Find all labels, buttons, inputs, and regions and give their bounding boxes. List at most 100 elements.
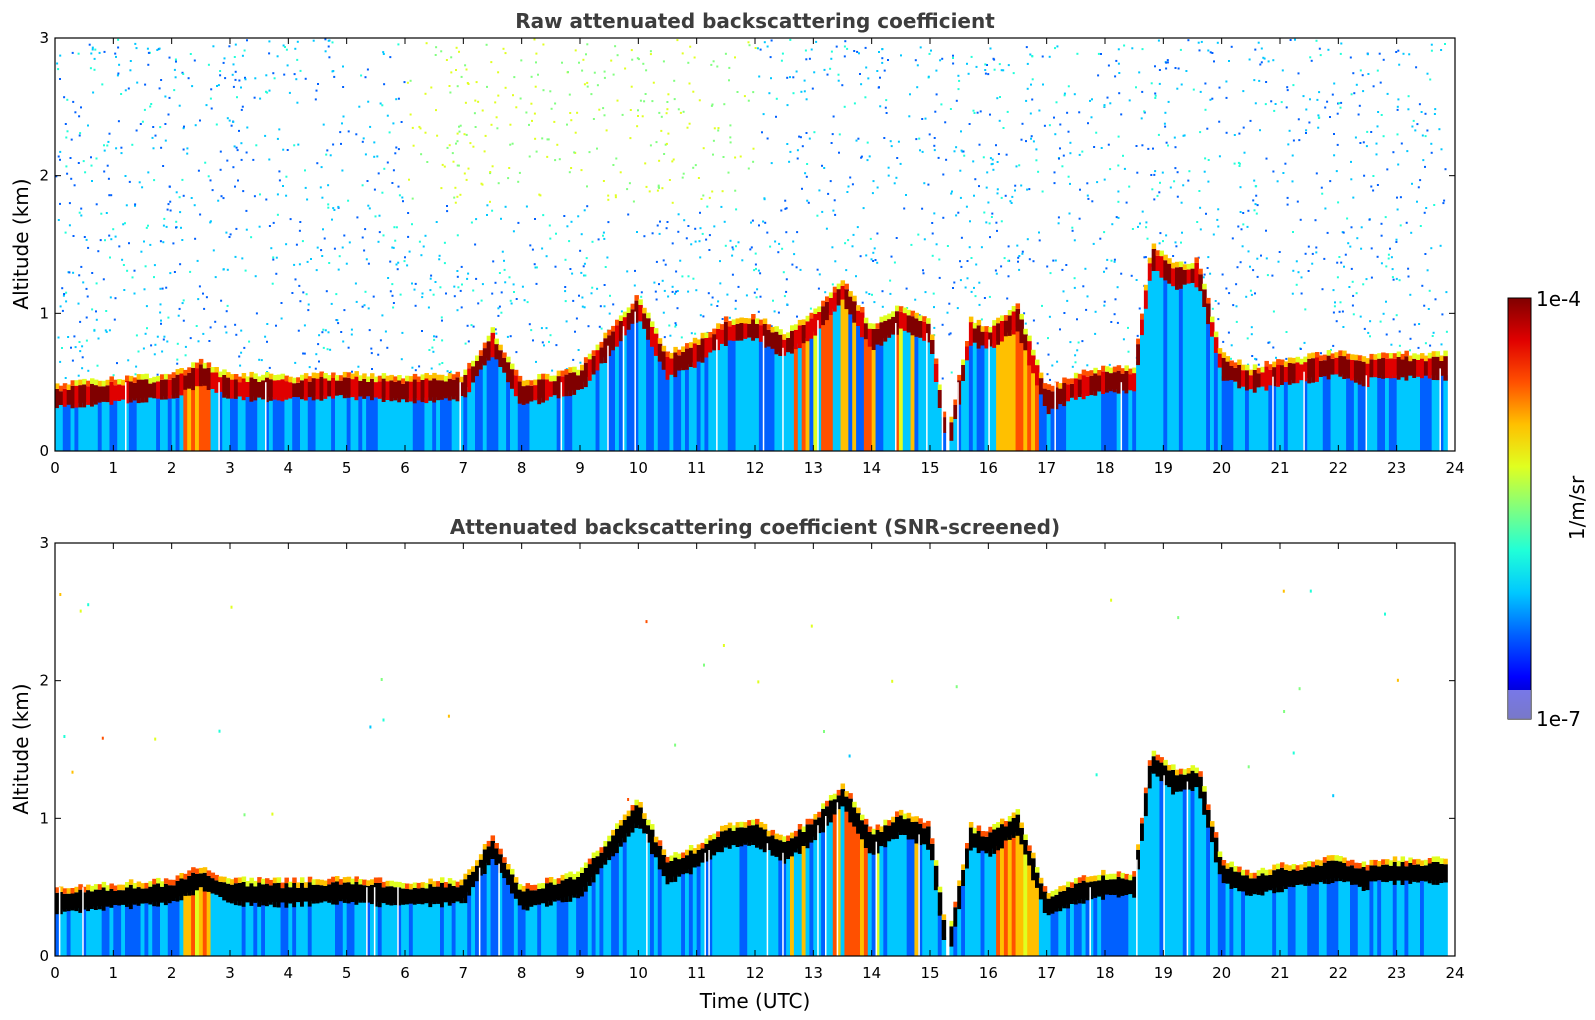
noise-speckle	[347, 346, 350, 349]
noise-speckle	[844, 40, 847, 43]
noise-speckle	[328, 262, 331, 264]
noise-speckle	[950, 371, 953, 374]
cloud-layer-band	[513, 882, 519, 899]
layer-fringe	[564, 369, 569, 375]
cloud-layer-band	[342, 377, 348, 399]
cloud-layer-band	[1346, 866, 1351, 882]
backscatter-column	[953, 923, 958, 956]
noise-speckle	[1150, 82, 1153, 85]
layer-fringe	[179, 873, 184, 879]
noise-speckle	[1103, 270, 1105, 273]
noise-speckle	[881, 48, 884, 51]
noise-speckle	[355, 133, 358, 136]
noise-speckle	[734, 56, 736, 59]
layer-fringe	[634, 799, 639, 806]
cloud-layer-band	[187, 372, 192, 389]
noise-speckle	[187, 77, 190, 80]
noise-speckle	[448, 372, 451, 374]
noise-speckle	[1402, 52, 1405, 55]
backscatter-column	[887, 840, 892, 956]
noise-speckle	[682, 110, 685, 113]
noise-speckle	[164, 123, 167, 125]
cloud-layer-band	[171, 885, 177, 901]
layer-fringe	[362, 373, 367, 379]
layer-fringe	[875, 323, 881, 329]
noise-speckle	[275, 324, 277, 327]
layer-fringe	[482, 342, 488, 349]
layer-fringe	[1338, 856, 1343, 862]
cloud-layer-band	[805, 824, 811, 849]
cloud-layer-band	[1132, 876, 1137, 898]
cloud-layer-band	[863, 323, 869, 340]
noise-speckle	[1247, 765, 1250, 769]
layer-fringe	[1046, 384, 1052, 390]
noise-speckle	[922, 272, 925, 275]
noise-speckle	[433, 335, 435, 338]
cloud-layer-band	[385, 381, 391, 400]
layer-fringe	[918, 315, 923, 321]
cloud-layer-band	[545, 379, 550, 401]
layer-fringe	[976, 825, 982, 831]
noise-speckle	[1048, 124, 1051, 127]
cloud-layer-band	[319, 377, 324, 401]
noise-speckle	[182, 73, 185, 75]
backscatter-column	[992, 848, 997, 956]
backscatter-column	[436, 397, 441, 451]
noise-speckle	[246, 126, 249, 129]
layer-fringe	[1023, 328, 1028, 335]
missing-data-streak	[817, 320, 819, 451]
noise-speckle	[1296, 200, 1299, 203]
layer-fringe	[1272, 864, 1277, 871]
noise-speckle	[1036, 342, 1039, 345]
layer-fringe	[1136, 844, 1141, 850]
layer-fringe	[1307, 861, 1312, 867]
backscatter-column	[782, 859, 787, 956]
layer-fringe	[1101, 365, 1106, 372]
cloud-layer-band	[1307, 358, 1312, 384]
cloud-layer-band	[583, 868, 589, 892]
backscatter-column	[832, 308, 838, 451]
noise-speckle	[177, 314, 180, 317]
noise-speckle	[1103, 231, 1106, 234]
noise-speckle	[870, 258, 873, 261]
noise-speckle	[599, 305, 602, 308]
noise-speckle	[1031, 98, 1034, 101]
noise-speckle	[694, 164, 697, 167]
cloud-layer-band	[214, 372, 219, 393]
backscatter-column	[1151, 771, 1157, 956]
noise-speckle	[995, 144, 997, 147]
backscatter-column	[78, 403, 83, 451]
backscatter-column	[397, 903, 402, 956]
cloud-layer-band	[420, 379, 426, 403]
backscatter-column	[517, 904, 523, 956]
cloud-layer-band	[436, 380, 441, 401]
noise-speckle	[1309, 56, 1312, 59]
cloud-layer-band	[1198, 776, 1203, 799]
noise-speckle	[265, 74, 268, 77]
noise-speckle	[1292, 139, 1295, 142]
noise-speckle	[534, 137, 537, 140]
layer-fringe	[537, 883, 542, 889]
noise-speckle	[1077, 341, 1080, 344]
noise-speckle	[189, 270, 192, 273]
layer-fringe	[1108, 873, 1114, 880]
noise-speckle	[1370, 247, 1373, 250]
layer-fringe	[307, 876, 313, 883]
cloud-layer-band	[587, 359, 593, 381]
backscatter-column	[525, 401, 531, 451]
noise-speckle	[688, 82, 691, 85]
layer-fringe	[545, 373, 550, 380]
noise-speckle	[1063, 92, 1066, 95]
layer-fringe	[615, 319, 620, 326]
noise-speckle	[1254, 292, 1256, 295]
noise-speckle	[449, 91, 452, 94]
noise-speckle	[278, 128, 281, 131]
noise-speckle	[1339, 52, 1342, 55]
noise-speckle	[861, 301, 864, 304]
noise-speckle	[1343, 265, 1345, 268]
noise-speckle	[333, 75, 336, 78]
backscatter-column	[1054, 405, 1059, 451]
noise-speckle	[69, 157, 72, 159]
layer-fringe	[230, 879, 235, 885]
cloud-layer-band	[1353, 868, 1359, 885]
